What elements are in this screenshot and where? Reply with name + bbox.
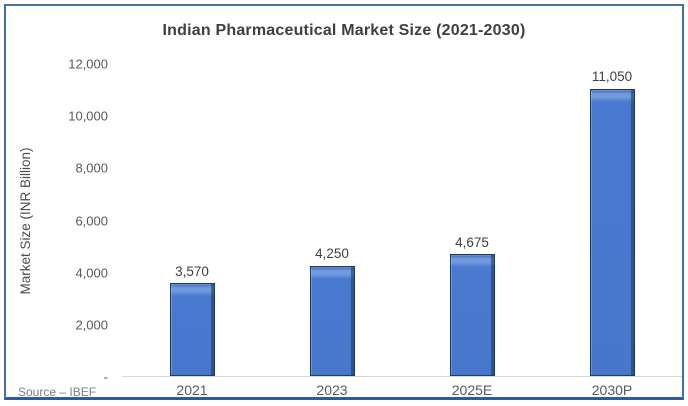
bar-2030P [589, 88, 635, 376]
chart-title: Indian Pharmaceutical Market Size (2021-… [162, 22, 526, 39]
x-label-2021: 2021 [176, 382, 208, 398]
x-label-2023: 2023 [316, 382, 348, 398]
chart-frame: Indian Pharmaceutical Market Size (2021-… [4, 4, 684, 400]
x-label-2030P: 2030P [591, 382, 633, 398]
x-label-2025E: 2025E [451, 382, 493, 398]
y-tick-10000: 10,000 [68, 108, 108, 124]
y-axis-ticks: 12,000 10,000 8,000 6,000 4,000 2,000 - [6, 57, 108, 385]
bar-series: 3,570 4,250 4,675 11,050 [122, 64, 682, 376]
source-note: Source – IBEF [18, 385, 97, 399]
y-tick-4000: 4,000 [75, 265, 108, 281]
value-label-2021: 3,570 [175, 263, 209, 279]
y-tick-2000: 2,000 [75, 317, 108, 333]
bar-column-2025E: 4,675 [402, 64, 542, 376]
y-tick-6000: 6,000 [75, 213, 108, 228]
y-tick-12000: 12,000 [68, 56, 108, 72]
x-axis-labels: 2021 2023 2025E 2030P [122, 382, 682, 398]
bar-column-2021: 3,570 [122, 64, 262, 376]
bar-2021 [169, 283, 215, 376]
bar-column-2030P: 11,050 [542, 64, 682, 376]
bar-2025E [449, 254, 495, 376]
y-tick-8000: 8,000 [75, 160, 108, 176]
y-tick-0: - [103, 369, 108, 385]
value-label-2023: 4,250 [315, 246, 349, 261]
bar-column-2023: 4,250 [262, 64, 402, 376]
value-label-2030P: 11,050 [591, 69, 633, 85]
value-label-2025E: 4,675 [455, 234, 489, 250]
bar-2023 [309, 265, 355, 376]
plot-area: 3,570 4,250 4,675 11,050 [122, 64, 682, 377]
